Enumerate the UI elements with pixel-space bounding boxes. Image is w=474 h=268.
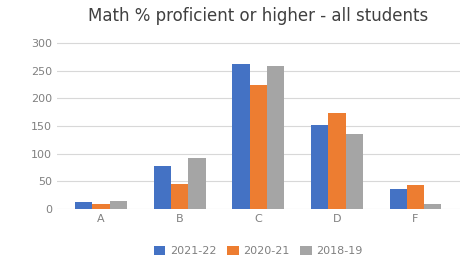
Legend: 2021-22, 2020-21, 2018-19: 2021-22, 2020-21, 2018-19 [150,241,367,260]
Bar [250,85,267,209]
Title: Math % proficient or higher - all students: Math % proficient or higher - all studen… [88,7,428,25]
Bar [346,134,363,209]
Bar [328,113,346,209]
Bar [171,184,188,209]
Bar [267,66,284,209]
Bar [311,125,328,209]
Bar [390,189,407,209]
Bar [75,202,92,209]
Bar [407,185,424,209]
Bar [110,201,127,209]
Bar [154,166,171,209]
Bar [424,203,441,209]
Bar [232,64,250,209]
Bar [188,158,206,209]
Bar [92,203,110,209]
